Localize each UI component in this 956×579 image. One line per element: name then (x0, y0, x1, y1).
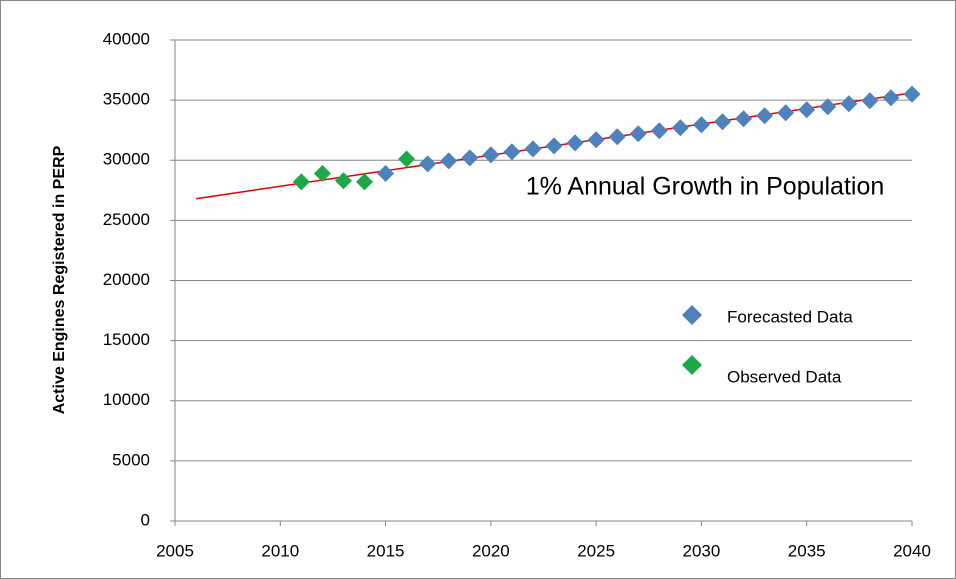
data-point (356, 173, 374, 191)
x-tick-label: 2040 (893, 541, 931, 560)
legend-marker (682, 305, 702, 325)
data-point (398, 150, 416, 168)
data-point (671, 119, 689, 137)
data-point (524, 140, 542, 158)
data-point (650, 122, 668, 140)
data-point (377, 164, 395, 182)
y-tick-label: 30000 (103, 150, 150, 169)
data-point (903, 85, 921, 103)
data-point (777, 104, 795, 122)
data-point (629, 125, 647, 143)
x-tick-label: 2035 (788, 541, 826, 560)
x-tick-label: 2025 (577, 541, 615, 560)
data-point (756, 107, 774, 125)
data-point (840, 95, 858, 113)
data-point (292, 173, 310, 191)
data-point (566, 134, 584, 152)
x-tick-label: 2015 (367, 541, 405, 560)
y-tick-label: 40000 (103, 29, 150, 48)
data-point (735, 110, 753, 128)
x-tick-label: 2005 (156, 541, 194, 560)
y-axis-label: Active Engines Registered in PERP (51, 145, 68, 414)
y-tick-label: 35000 (103, 90, 150, 109)
data-point (482, 146, 500, 164)
data-point (692, 116, 710, 134)
y-tick-label: 15000 (103, 330, 150, 349)
data-point (503, 143, 521, 161)
y-tick-label: 20000 (103, 270, 150, 289)
data-point (882, 89, 900, 107)
data-point (861, 92, 879, 110)
data-point (819, 98, 837, 116)
legend-marker (682, 355, 702, 375)
legend-label: Forecasted Data (727, 307, 853, 326)
data-point (334, 172, 352, 190)
data-point (608, 128, 626, 146)
x-tick-label: 2010 (261, 541, 299, 560)
y-tick-label: 5000 (112, 450, 150, 469)
data-point (313, 164, 331, 182)
data-point (713, 113, 731, 131)
data-point (798, 101, 816, 119)
data-point (419, 155, 437, 173)
data-point (440, 152, 458, 170)
y-tick-label: 10000 (103, 390, 150, 409)
data-point (587, 131, 605, 149)
x-tick-label: 2030 (683, 541, 721, 560)
x-tick-label: 2020 (472, 541, 510, 560)
data-point (545, 137, 563, 155)
y-tick-label: 0 (141, 510, 150, 529)
legend-label: Observed Data (727, 367, 842, 386)
data-point (461, 149, 479, 167)
y-tick-label: 25000 (103, 210, 150, 229)
annotation: 1% Annual Growth in Population (526, 173, 885, 201)
